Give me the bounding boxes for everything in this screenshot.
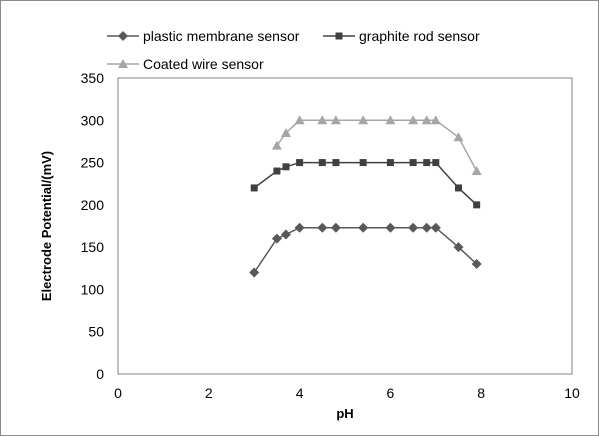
data-point [385, 115, 396, 125]
data-point [359, 159, 367, 167]
legend-label: plastic membrane sensor [143, 28, 300, 44]
data-point [421, 115, 432, 125]
y-tick-label: 50 [88, 324, 104, 340]
data-point [358, 222, 369, 233]
data-point [271, 140, 282, 150]
data-point [282, 163, 290, 171]
data-point [318, 159, 326, 167]
data-point [408, 115, 419, 125]
x-axis-ticks: 0 2 4 6 8 10 [114, 385, 580, 401]
data-point [453, 242, 464, 253]
legend: plastic membrane sensor graphite rod sens… [107, 28, 480, 72]
data-point [455, 184, 462, 192]
data-point [271, 233, 282, 244]
data-point [473, 201, 481, 209]
y-tick-label: 300 [81, 112, 105, 128]
legend-marker [118, 59, 128, 68]
data-point [330, 115, 341, 125]
legend-marker [335, 32, 343, 40]
series-2 [250, 159, 481, 209]
data-point [280, 127, 291, 137]
y-tick-label: 250 [81, 155, 105, 171]
legend-label: graphite rod sensor [359, 28, 480, 44]
data-point [358, 115, 369, 125]
y-tick-label: 150 [81, 239, 105, 255]
data-point [385, 222, 396, 233]
series-1 [249, 222, 482, 278]
data-point [408, 222, 419, 233]
legend-label: Coated wire sensor [143, 56, 264, 72]
series-3 [271, 115, 482, 176]
data-point [280, 229, 291, 240]
y-tick-label: 200 [81, 197, 105, 213]
x-tick-label: 0 [114, 385, 122, 401]
y-axis-title: Electrode Potential/(mV) [39, 151, 54, 301]
data-point [317, 222, 328, 233]
data-point [453, 132, 464, 142]
x-tick-label: 8 [477, 385, 485, 401]
legend-marker [118, 31, 128, 41]
data-point [409, 159, 417, 167]
legend-item: plastic membrane sensor [107, 28, 300, 44]
data-point [386, 159, 394, 167]
data-point [471, 259, 482, 270]
y-tick-label: 350 [81, 70, 105, 86]
data-point [430, 115, 441, 125]
data-point [330, 222, 341, 233]
data-point [250, 184, 258, 192]
data-point [273, 167, 281, 175]
data-point [332, 159, 340, 167]
data-point [294, 222, 305, 233]
x-tick-label: 4 [296, 385, 304, 401]
y-tick-label: 100 [81, 281, 105, 297]
data-point [430, 222, 441, 233]
data-point [317, 115, 328, 125]
data-point [471, 166, 482, 176]
legend-item: graphite rod sensor [323, 28, 480, 44]
data-point [421, 222, 432, 233]
plot-area [117, 77, 573, 375]
series-layer [249, 115, 482, 278]
data-point [432, 159, 440, 167]
x-tick-label: 2 [205, 385, 213, 401]
y-axis-ticks: 0 50 100 150 200 250 300 350 [81, 70, 105, 382]
data-point [423, 159, 431, 167]
data-point [249, 267, 260, 278]
x-axis-title: pH [336, 406, 353, 421]
data-point [296, 159, 304, 167]
x-tick-label: 6 [387, 385, 395, 401]
y-tick-label: 0 [96, 366, 104, 382]
data-point [294, 115, 305, 125]
x-tick-label: 10 [564, 385, 580, 401]
legend-item: Coated wire sensor [107, 56, 264, 72]
